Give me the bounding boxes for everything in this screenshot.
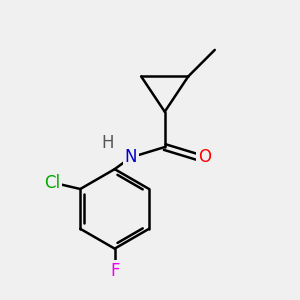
Text: H: H: [101, 134, 114, 152]
Text: Cl: Cl: [44, 174, 60, 192]
Text: O: O: [198, 148, 211, 166]
Text: F: F: [110, 262, 119, 280]
Text: N: N: [124, 148, 137, 166]
